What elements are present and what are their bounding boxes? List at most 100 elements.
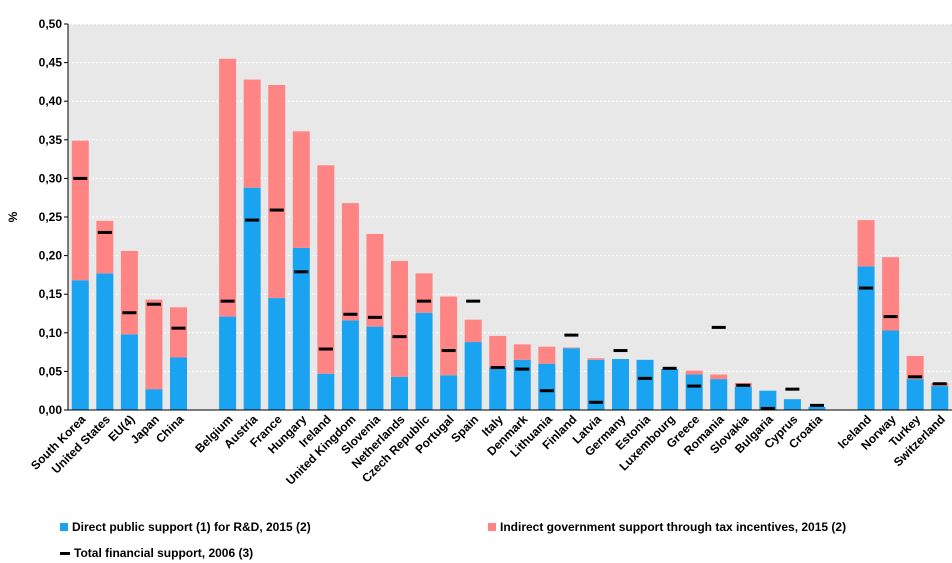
legend-item-indirect: Indirect government support through tax … <box>488 520 846 534</box>
marker-total-2006 <box>515 367 530 371</box>
marker-total-2006 <box>294 270 309 274</box>
bar-indirect <box>710 374 728 380</box>
bar-indirect <box>440 296 458 376</box>
bar-indirect <box>96 220 114 274</box>
marker-total-2006 <box>736 383 751 387</box>
bar-indirect <box>464 319 482 343</box>
y-tick-label: 0,15 <box>39 287 63 301</box>
axes <box>64 23 952 411</box>
marker-total-2006 <box>122 311 137 315</box>
bar-direct <box>341 320 359 410</box>
legend-item-total: Total financial support, 2006 (3) <box>60 546 253 560</box>
bar-direct <box>612 359 629 410</box>
marker-total-2006 <box>392 335 407 339</box>
gridlines <box>68 23 952 372</box>
bar-direct <box>685 374 703 410</box>
bar-direct <box>243 187 261 410</box>
marker-total-2006 <box>785 387 800 391</box>
legend-label-total: Total financial support, 2006 (3) <box>74 546 254 560</box>
bar-indirect <box>489 335 507 368</box>
marker-total-2006 <box>490 366 505 370</box>
bar-indirect <box>857 220 875 267</box>
marker-total-2006 <box>687 384 702 388</box>
y-tick-label: 0,40 <box>39 94 63 108</box>
bar-indirect <box>391 261 408 377</box>
marker-total-2006 <box>441 349 456 353</box>
marker-total-2006 <box>417 299 432 303</box>
marker-total-2006 <box>220 299 235 303</box>
marker-total-2006 <box>638 376 653 380</box>
marker-total-2006 <box>539 389 554 393</box>
marker-total-2006 <box>146 302 161 306</box>
bar-direct <box>636 359 654 410</box>
marker-total-2006 <box>73 176 88 180</box>
bar-direct <box>292 247 310 410</box>
bar-indirect <box>170 307 187 358</box>
y-tick-label: 0,25 <box>39 210 63 224</box>
bar-indirect <box>538 346 556 364</box>
bar-direct <box>808 406 826 410</box>
bar-direct <box>219 316 237 410</box>
legend-swatch-indirect <box>488 523 496 531</box>
marker-total-2006 <box>564 333 579 337</box>
legend: Direct public support (1) for R&D, 2015 … <box>60 520 950 562</box>
marker-total-2006 <box>883 315 898 319</box>
bar-indirect <box>513 344 531 360</box>
bar-direct <box>857 266 875 410</box>
bar-indirect <box>292 131 310 248</box>
bar-direct <box>661 369 679 410</box>
bar-direct <box>440 375 458 410</box>
bar-direct <box>513 359 531 410</box>
bar-direct <box>562 348 580 410</box>
bar-direct <box>710 379 728 410</box>
marker-total-2006 <box>760 406 775 410</box>
bar-direct <box>734 386 752 410</box>
marker-total-2006 <box>908 375 923 379</box>
marker-total-2006 <box>97 230 112 234</box>
x-tick-label: Japan <box>128 412 162 446</box>
bar-direct <box>759 390 777 410</box>
legend-item-direct: Direct public support (1) for R&D, 2015 … <box>60 520 311 534</box>
x-tick-label: Spain <box>448 412 481 445</box>
legend-label-direct: Direct public support (1) for R&D, 2015 … <box>72 520 311 534</box>
markers <box>73 176 947 410</box>
bar-direct <box>366 326 384 410</box>
marker-total-2006 <box>613 349 628 353</box>
bar-direct <box>931 386 949 410</box>
bar-indirect <box>587 358 605 360</box>
chart: 0,00 0,05 0,10 0,15 0,20 0,25 0,30 0,35 0,40 0,45… <box>6 17 952 488</box>
bar-direct <box>170 357 187 410</box>
bar-direct <box>120 334 138 410</box>
marker-total-2006 <box>859 286 874 290</box>
bar-direct <box>783 399 801 410</box>
bar-direct <box>71 280 89 410</box>
bar-indirect <box>71 140 89 281</box>
marker-total-2006 <box>171 326 186 330</box>
bar-indirect <box>685 370 703 375</box>
marker-total-2006 <box>245 218 260 222</box>
bar-direct <box>96 273 114 410</box>
y-tick-label: 0,05 <box>39 364 63 378</box>
y-tick-label: 0,20 <box>39 249 63 263</box>
y-tick-label: 0,35 <box>39 133 63 147</box>
bar-indirect <box>243 79 261 188</box>
marker-total-2006 <box>932 382 947 386</box>
bar-indirect <box>341 203 359 321</box>
bar-indirect <box>268 84 286 299</box>
bar-direct <box>415 312 433 410</box>
legend-label-indirect: Indirect government support through tax … <box>500 520 847 534</box>
bar-indirect <box>145 299 163 390</box>
y-tick-label: 0,50 <box>39 17 63 31</box>
y-tick-labels: 0,00 0,05 0,10 0,15 0,20 0,25 0,30 0,35 0,40 0,45… <box>39 17 63 417</box>
legend-swatch-direct <box>60 523 68 531</box>
marker-total-2006 <box>466 299 481 303</box>
marker-total-2006 <box>662 366 677 370</box>
y-tick-label: 0,10 <box>39 326 63 340</box>
marker-total-2006 <box>588 400 603 404</box>
bar-direct <box>538 363 556 410</box>
bar-indirect <box>882 257 900 331</box>
marker-total-2006 <box>809 403 824 407</box>
bar-direct <box>145 389 163 410</box>
marker-total-2006 <box>343 312 358 316</box>
